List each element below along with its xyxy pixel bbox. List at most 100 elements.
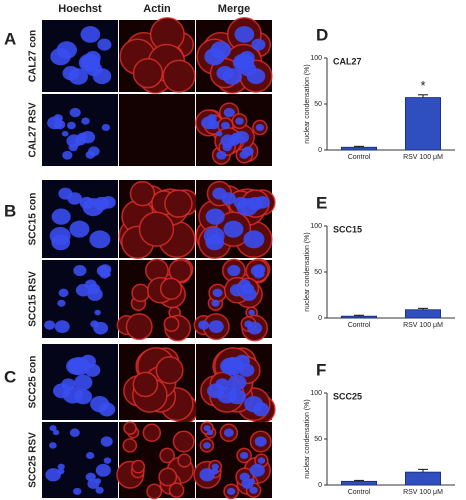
- y-tick-label: 0: [318, 315, 322, 322]
- nucleus: [101, 123, 111, 132]
- error-bar: [354, 479, 364, 482]
- actin: [155, 356, 184, 385]
- y-tick-label: 50: [314, 101, 322, 108]
- nucleus: [57, 463, 65, 470]
- nucleus: [62, 65, 80, 81]
- actin: [125, 313, 153, 341]
- bar: [404, 471, 441, 486]
- nucleus: [239, 150, 250, 159]
- actin: [162, 59, 196, 93]
- nucleus: [50, 47, 71, 66]
- nucleus: [211, 463, 219, 470]
- nucleus: [211, 299, 220, 307]
- nucleus: [81, 117, 90, 125]
- nucleus: [223, 107, 235, 118]
- panel-label: D: [316, 25, 328, 44]
- nucleus: [241, 283, 255, 294]
- nucleus: [73, 487, 82, 495]
- nucleus: [223, 428, 234, 438]
- nucleus: [62, 150, 73, 160]
- x-tick-label: Control: [348, 489, 371, 496]
- nucleus: [244, 320, 253, 328]
- actin: [129, 180, 156, 207]
- chart-title: SCC25: [333, 391, 362, 401]
- x-tick-label: RSV 100 μM: [403, 322, 443, 329]
- nucleus: [94, 309, 101, 316]
- row-label: CAL27 con: [28, 30, 39, 82]
- nucleus: [68, 357, 90, 376]
- error-bar: [354, 314, 364, 317]
- nucleus: [67, 121, 76, 130]
- nucleus: [204, 47, 225, 66]
- nucleus: [52, 429, 60, 436]
- nucleus: [61, 378, 76, 391]
- panel-label: A: [4, 29, 16, 48]
- nucleus: [208, 320, 224, 334]
- nucleus: [58, 288, 69, 298]
- chart-title: CAL27: [333, 56, 362, 66]
- nucleus: [254, 436, 267, 447]
- nucleus: [216, 150, 227, 160]
- row-label: SCC15 RSV: [28, 271, 39, 327]
- nucleus: [89, 230, 111, 249]
- nucleus: [84, 363, 101, 377]
- nucleus: [54, 320, 70, 334]
- nucleus: [232, 53, 255, 72]
- y-tick-label: 50: [314, 436, 322, 443]
- nucleus: [95, 486, 104, 494]
- nucleus: [205, 234, 225, 251]
- nucleus: [95, 463, 111, 477]
- actin: [158, 467, 178, 487]
- panel-label: E: [316, 193, 327, 212]
- column-header: Merge: [218, 3, 250, 15]
- nucleus: [212, 187, 227, 200]
- nucleus: [239, 451, 249, 460]
- nucleus: [87, 478, 100, 489]
- nucleus: [44, 320, 56, 330]
- error-bar: [354, 145, 364, 148]
- nucleus: [73, 264, 87, 277]
- nucleus: [227, 264, 241, 277]
- nucleus: [234, 26, 255, 43]
- x-tick-label: Control: [348, 322, 371, 329]
- nucleus: [78, 53, 101, 72]
- actin: [131, 283, 150, 303]
- panel-label: C: [4, 367, 16, 386]
- nucleus: [87, 283, 101, 294]
- row-label: SCC25 RSV: [28, 432, 39, 488]
- nucleus: [212, 288, 223, 298]
- nucleus: [205, 208, 225, 225]
- nucleus: [216, 65, 234, 81]
- nucleus: [221, 121, 230, 130]
- nucleus: [215, 130, 223, 137]
- nucleus: [239, 472, 250, 482]
- nucleus: [79, 196, 94, 209]
- actin: [146, 483, 163, 500]
- actin: [164, 189, 193, 218]
- nucleus: [222, 357, 244, 376]
- nucleus: [206, 429, 214, 436]
- actin: [168, 482, 185, 499]
- actin: [159, 447, 176, 464]
- y-tick-label: 0: [318, 147, 322, 154]
- actin: [168, 259, 192, 283]
- y-tick-label: 0: [318, 482, 322, 489]
- nucleus: [69, 107, 81, 118]
- row-label: CAL27 RSV: [28, 102, 39, 157]
- nucleus: [58, 187, 73, 200]
- nucleus: [62, 386, 83, 404]
- actin: [163, 316, 180, 333]
- y-tick-label: 50: [314, 269, 322, 276]
- actin: [123, 421, 137, 435]
- x-tick-label: Control: [348, 154, 371, 161]
- actin: [172, 430, 195, 453]
- nucleus: [250, 265, 264, 277]
- nucleus: [257, 457, 266, 464]
- nucleus: [216, 386, 237, 404]
- nucleus: [69, 428, 80, 438]
- bar: [340, 315, 377, 319]
- row-label: SCC15 con: [28, 193, 39, 246]
- nucleus: [233, 196, 248, 209]
- nucleus: [211, 468, 219, 475]
